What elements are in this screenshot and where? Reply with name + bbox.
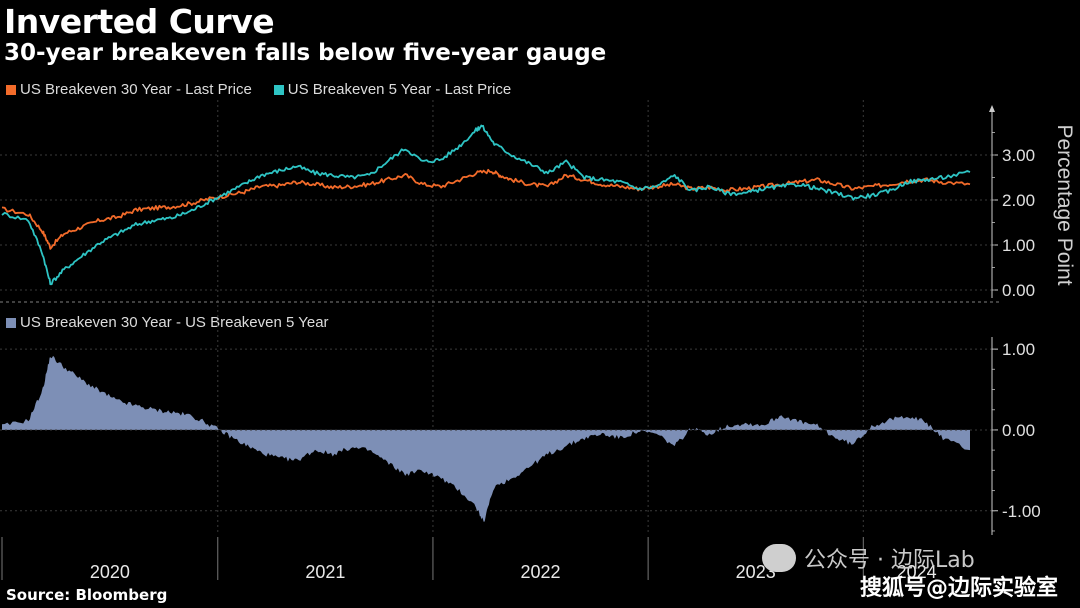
y-tick-label: -1.00 — [1002, 502, 1041, 521]
chart-title: Inverted Curve — [4, 2, 275, 41]
y-tick-label: 0.00 — [1002, 281, 1035, 300]
legend-label-spread: US Breakeven 30 Year - US Breakeven 5 Ye… — [20, 314, 329, 331]
watermark-primary: 公众号 · 边际Lab — [762, 542, 975, 574]
series-line — [1, 168, 971, 250]
grid-lines — [0, 100, 1000, 580]
y-axis-arrow — [989, 105, 995, 112]
legend-swatch-5yr — [273, 84, 284, 95]
y-tick-label: 2.00 — [1002, 191, 1035, 210]
watermark-secondary: 搜狐号@边际实验室 — [860, 576, 1059, 601]
top-line-chart — [1, 124, 971, 286]
legend-swatch-30yr — [6, 84, 16, 95]
legend-swatch-spread — [6, 317, 16, 328]
x-tick-label: 2024 — [897, 562, 937, 582]
axes: 0.00 1.00 2.00 3.00 -1.00 0.00 1.00 2020 2021 202… — [90, 105, 1041, 582]
top-legend: US Breakeven 30 Year - Last Price US Bre… — [6, 81, 511, 98]
bottom-legend: US Breakeven 30 Year - US Breakeven 5 Ye… — [6, 314, 329, 331]
wechat-icon — [762, 544, 796, 572]
series-line — [1, 124, 971, 286]
y-tick-label: 0.00 — [1002, 421, 1035, 440]
legend-label-30yr: US Breakeven 30 Year - Last Price — [20, 81, 252, 98]
x-tick-label: 2022 — [521, 562, 561, 582]
x-tick-label: 2020 — [90, 562, 130, 582]
bottom-area-chart — [0, 355, 992, 522]
watermark-primary-text: 公众号 · 边际Lab — [804, 548, 975, 573]
y-tick-label: 1.00 — [1002, 340, 1035, 359]
spread-area — [2, 355, 970, 522]
chart-subtitle: 30-year breakeven falls below five-year … — [4, 40, 607, 66]
y-axis-label: Percentage Point — [1053, 124, 1076, 285]
legend-label-5yr: US Breakeven 5 Year - Last Price — [287, 81, 512, 98]
y-tick-label: 3.00 — [1002, 146, 1035, 165]
x-tick-label: 2021 — [305, 562, 345, 582]
source-label: Source: Bloomberg — [6, 586, 168, 604]
y-tick-label: 1.00 — [1002, 236, 1035, 255]
